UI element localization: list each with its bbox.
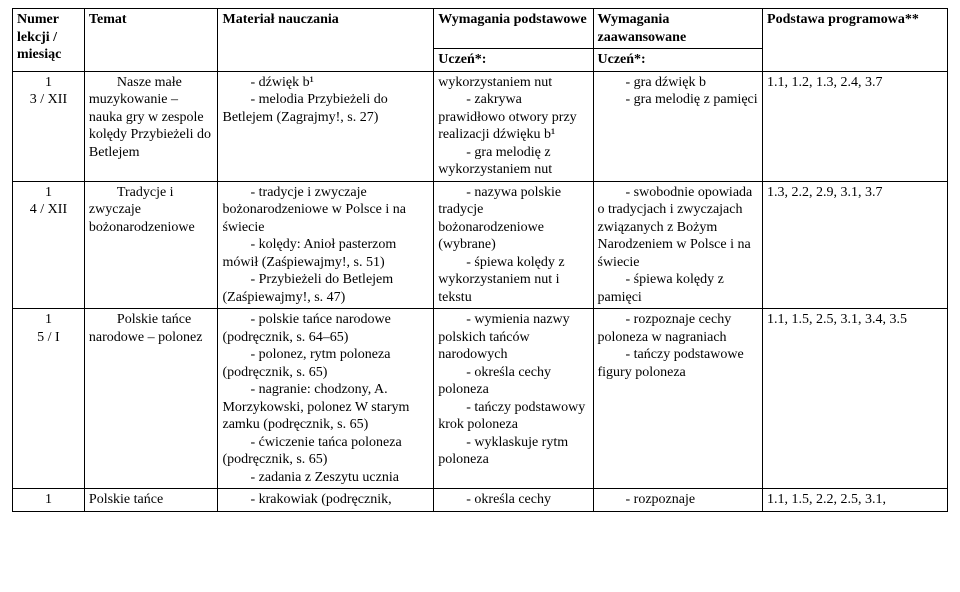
subheader-advanced: Uczeń*: <box>593 49 763 72</box>
cell-topic: Polskie tańce <box>84 489 218 512</box>
col-header-topic: Temat <box>84 9 218 72</box>
cell-basis: 1.1, 1.5, 2.5, 3.1, 3.4, 3.5 <box>763 309 948 489</box>
cell-basic: - wymienia nazwy polskich tańców narodow… <box>434 309 593 489</box>
col-header-basis: Podstawa programowa** <box>763 9 948 72</box>
col-header-material: Materiał nauczania <box>218 9 434 72</box>
cell-topic: Tradycje i zwyczaje bożonarodzeniowe <box>84 181 218 309</box>
lesson-count: 1 <box>17 491 80 509</box>
table-row: 1 5 / I Polskie tańce narodowe – polonez… <box>13 309 948 489</box>
cell-basic: - nazywa polskie tradycje bożonarodzenio… <box>434 181 593 309</box>
cell-basic: wykorzystaniem nut - zakrywa prawidłowo … <box>434 71 593 181</box>
cell-basis: 1.3, 2.2, 2.9, 3.1, 3.7 <box>763 181 948 309</box>
cell-topic: Polskie tańce narodowe – polonez <box>84 309 218 489</box>
cell-material: - krakowiak (podręcznik, <box>218 489 434 512</box>
cell-basic: - określa cechy <box>434 489 593 512</box>
table-row: 1 4 / XII Tradycje i zwyczaje bożonarodz… <box>13 181 948 309</box>
cell-basis: 1.1, 1.5, 2.2, 2.5, 3.1, <box>763 489 948 512</box>
subheader-basic: Uczeń*: <box>434 49 593 72</box>
lesson-count: 1 <box>17 184 80 202</box>
curriculum-table: Numer lekcji / miesiąc Temat Materiał na… <box>12 8 948 512</box>
cell-material: - tradycje i zwyczaje bożonarodzeniowe w… <box>218 181 434 309</box>
lesson-count: 1 <box>17 311 80 329</box>
lesson-month: 3 / XII <box>17 91 80 109</box>
lesson-month: 4 / XII <box>17 201 80 219</box>
cell-advanced: - rozpoznaje cechy poloneza w nagraniach… <box>593 309 763 489</box>
header-row: Numer lekcji / miesiąc Temat Materiał na… <box>13 9 948 49</box>
lesson-month: 5 / I <box>17 329 80 347</box>
col-header-number: Numer lekcji / miesiąc <box>13 9 85 72</box>
page: Numer lekcji / miesiąc Temat Materiał na… <box>0 0 960 592</box>
table-row: 1 3 / XII Nasze małe muzykowanie – nauka… <box>13 71 948 181</box>
cell-material: - polskie tańce narodowe (podręcznik, s.… <box>218 309 434 489</box>
cell-topic: Nasze małe muzykowanie – nauka gry w zes… <box>84 71 218 181</box>
cell-basis: 1.1, 1.2, 1.3, 2.4, 3.7 <box>763 71 948 181</box>
cell-advanced: - swobodnie opowiada o tradycjach i zwyc… <box>593 181 763 309</box>
lesson-count: 1 <box>17 74 80 92</box>
col-header-advanced: Wymagania zaawansowane <box>593 9 763 49</box>
cell-material: - dźwięk b¹ - melodia Przybieżeli do Bet… <box>218 71 434 181</box>
cell-number: 1 5 / I <box>13 309 85 489</box>
cell-number: 1 <box>13 489 85 512</box>
col-header-basic: Wymagania podstawowe <box>434 9 593 49</box>
table-row: 1 Polskie tańce - krakowiak (podręcznik,… <box>13 489 948 512</box>
cell-number: 1 4 / XII <box>13 181 85 309</box>
cell-advanced: - gra dźwięk b - gra melodię z pamięci <box>593 71 763 181</box>
cell-advanced: - rozpoznaje <box>593 489 763 512</box>
cell-number: 1 3 / XII <box>13 71 85 181</box>
